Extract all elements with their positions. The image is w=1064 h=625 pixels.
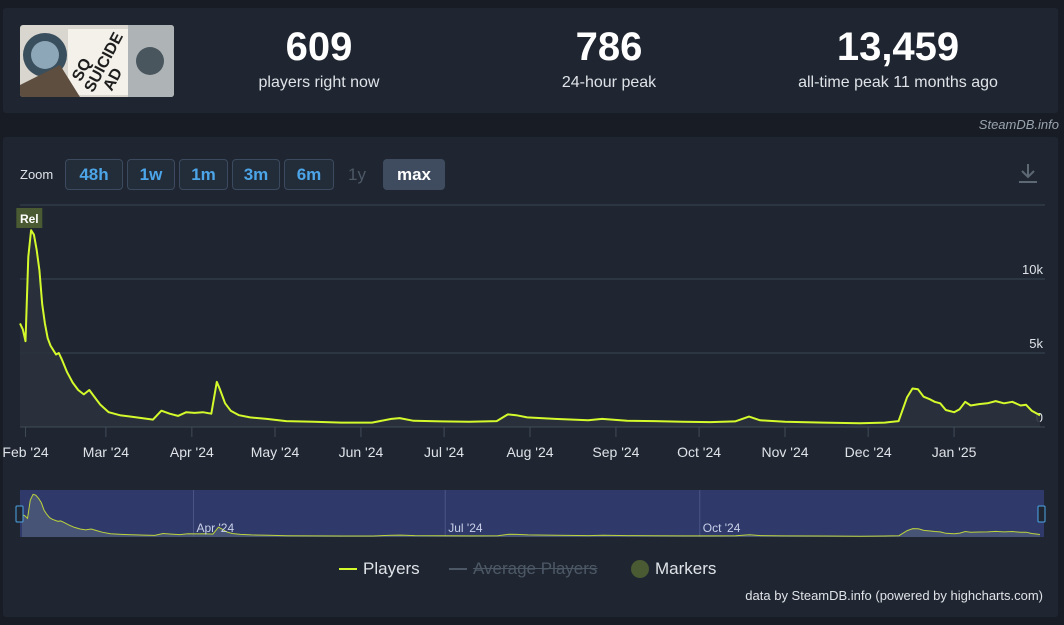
navigator-right-handle[interactable] bbox=[1037, 505, 1046, 523]
navigator-label: Apr '24 bbox=[197, 521, 235, 535]
legend-average-label: Average Players bbox=[473, 559, 598, 578]
x-tick-label: Jun '24 bbox=[339, 444, 384, 460]
y-tick-label: 10k bbox=[1022, 262, 1043, 277]
peak24-label: 24-hour peak bbox=[561, 74, 657, 91]
stats-panel: SQ SUICIDE AD 609 players right now 786 … bbox=[3, 8, 1058, 113]
x-tick-label: Sep '24 bbox=[592, 444, 639, 460]
stat-24h-peak: 786 24-hour peak bbox=[509, 26, 709, 92]
peak24-value: 786 bbox=[575, 25, 643, 69]
players-area bbox=[20, 230, 1040, 427]
zoom-max-button[interactable]: max bbox=[383, 159, 445, 190]
players-series-line bbox=[19, 229, 1041, 425]
y-axis-labels: 05k10k bbox=[1022, 262, 1043, 425]
zoom-label: Zoom bbox=[20, 167, 54, 182]
zoom-6m-button[interactable]: 6m bbox=[284, 159, 334, 190]
alltime-peak-label[interactable]: all-time peak 11 months ago bbox=[798, 74, 998, 91]
marker-label: Rel bbox=[20, 212, 39, 226]
x-tick-label: Jan '25 bbox=[932, 444, 977, 460]
legend-item-average-players[interactable]: Average Players bbox=[449, 559, 597, 579]
navigator-labels: Apr '24 Jul '24 Oct '24 bbox=[197, 521, 741, 535]
legend-markers-label: Markers bbox=[655, 559, 717, 578]
zoom-3m-button[interactable]: 3m bbox=[232, 159, 280, 190]
highcharts-credit[interactable]: data by SteamDB.info (powered by highcha… bbox=[745, 588, 1043, 603]
navigator-label: Jul '24 bbox=[448, 521, 483, 535]
download-icon[interactable] bbox=[1015, 160, 1041, 186]
average-legend-swatch bbox=[449, 568, 467, 570]
x-tick-label: May '24 bbox=[251, 444, 300, 460]
y-tick-label: 5k bbox=[1029, 336, 1043, 351]
zoom-1w-button[interactable]: 1w bbox=[127, 159, 175, 190]
alltime-peak-value: 13,459 bbox=[836, 25, 960, 69]
x-tick-label: Nov '24 bbox=[761, 444, 808, 460]
navigator-background bbox=[20, 490, 1044, 537]
release-marker[interactable]: Rel bbox=[16, 208, 43, 228]
navigator-gridlines bbox=[193, 490, 701, 537]
navigator-area bbox=[22, 494, 1040, 537]
x-tick-label: Feb '24 bbox=[2, 444, 48, 460]
zoom-1m-button[interactable]: 1m bbox=[179, 159, 228, 190]
zoom-48h-button[interactable]: 48h bbox=[65, 159, 123, 190]
navigator-line bbox=[21, 493, 1041, 537]
stat-alltime-peak: 13,459 all-time peak 11 months ago bbox=[768, 26, 1028, 92]
x-tick-label: Mar '24 bbox=[83, 444, 129, 460]
chart-gridlines bbox=[20, 204, 1045, 354]
steamdb-credit-top[interactable]: SteamDB.info bbox=[978, 117, 1059, 132]
marker-flag bbox=[16, 208, 43, 228]
players-legend-swatch bbox=[339, 568, 357, 570]
game-thumbnail[interactable]: SQ SUICIDE AD bbox=[20, 25, 174, 97]
navigator-label: Oct '24 bbox=[703, 521, 741, 535]
legend-players-label: Players bbox=[363, 559, 420, 578]
legend-item-markers[interactable]: Markers bbox=[631, 559, 716, 579]
x-tick-label: Dec '24 bbox=[845, 444, 892, 460]
stat-players-now: 609 players right now bbox=[219, 26, 419, 92]
players-now-label: players right now bbox=[258, 74, 380, 91]
navigator-left-handle[interactable] bbox=[15, 505, 24, 523]
navigator[interactable]: Apr '24 Jul '24 Oct '24 bbox=[15, 490, 1046, 537]
x-tick-label: Apr '24 bbox=[170, 444, 214, 460]
x-tick-label: Aug '24 bbox=[506, 444, 553, 460]
x-tick-label: Oct '24 bbox=[677, 444, 721, 460]
markers-legend-swatch bbox=[631, 560, 649, 578]
legend-item-players[interactable]: Players bbox=[339, 559, 420, 579]
x-axis-ticks: Feb '24 Mar '24 Apr '24 May '24 Jun '24 Jul '… bbox=[2, 427, 977, 460]
players-now-value: 609 bbox=[285, 25, 353, 69]
game-cover-image: SQ SUICIDE AD bbox=[20, 25, 174, 97]
zoom-1y-button: 1y bbox=[338, 159, 376, 190]
x-tick-label: Jul '24 bbox=[424, 444, 464, 460]
